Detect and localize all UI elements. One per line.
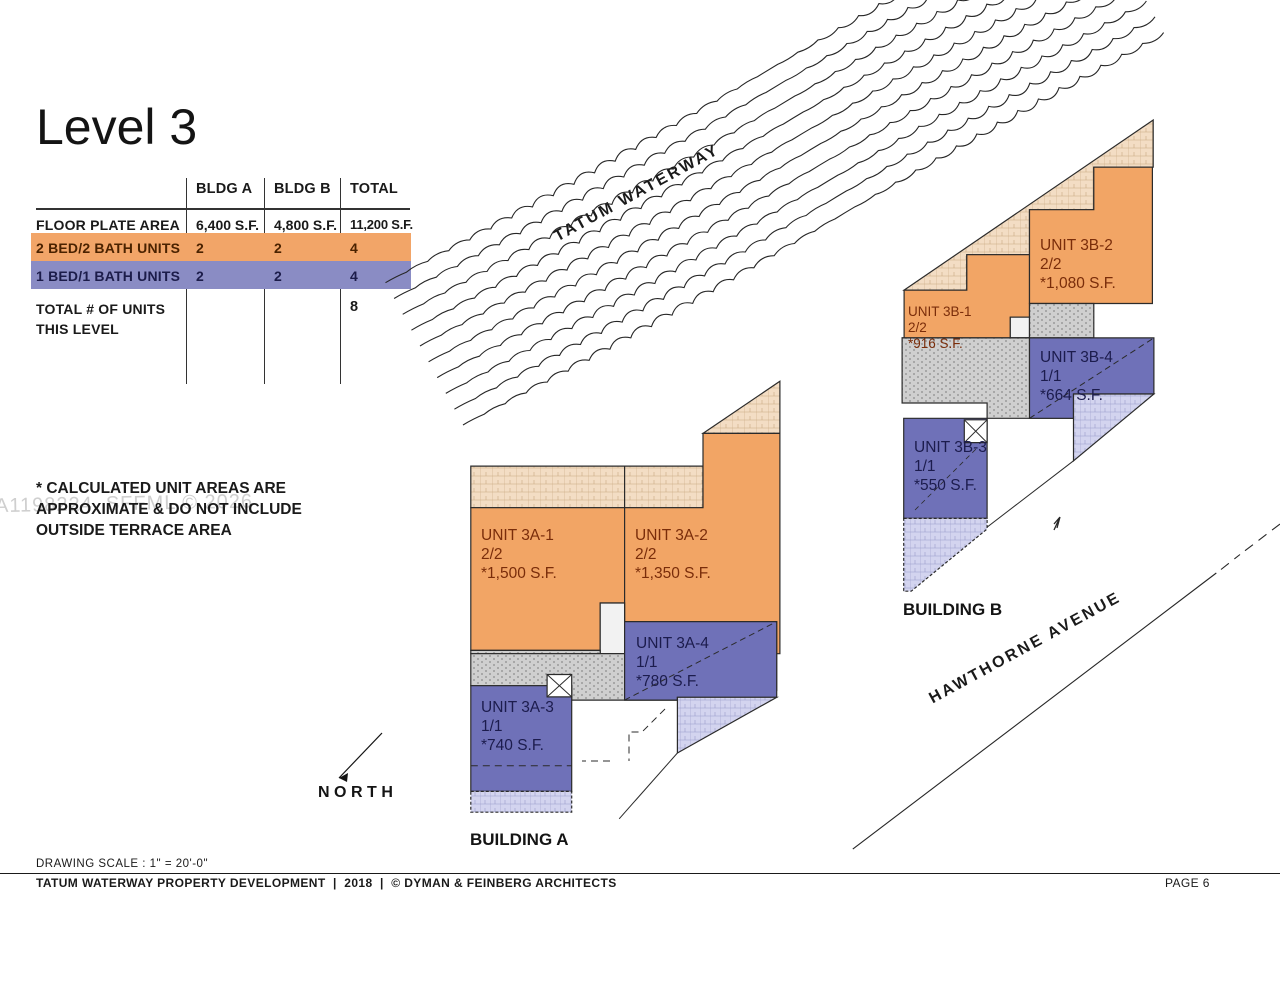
svg-text:BUILDING A: BUILDING A [470, 830, 569, 849]
svg-text:BUILDING B: BUILDING B [903, 600, 1002, 619]
